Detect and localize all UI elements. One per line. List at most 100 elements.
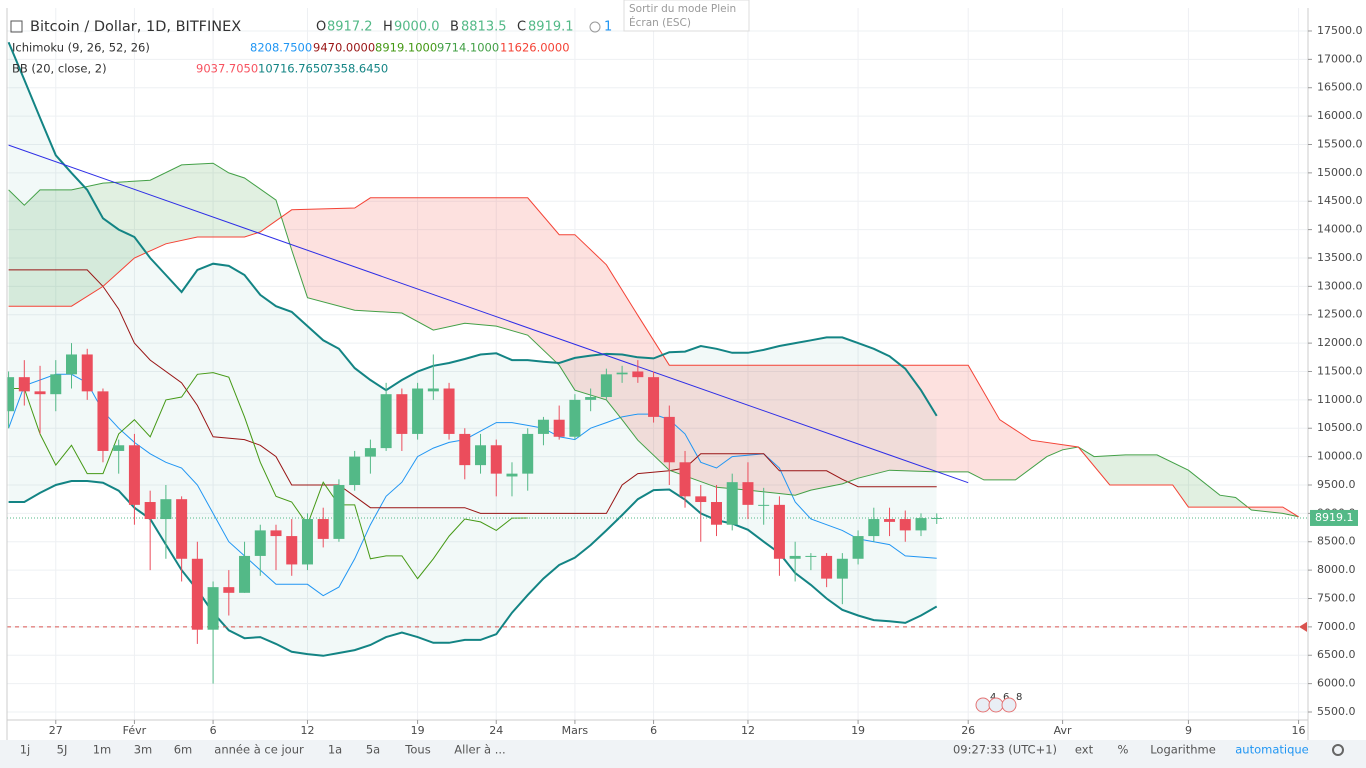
range-button[interactable]: 3m bbox=[134, 743, 153, 757]
indicator-label: BB (20, close, 2) bbox=[12, 62, 107, 76]
y-tick-label: 11000.0 bbox=[1317, 393, 1363, 406]
legend-icon[interactable] bbox=[10, 20, 23, 33]
event-count: 6 bbox=[1003, 692, 1009, 703]
candle-body bbox=[7, 377, 15, 412]
y-tick-label: 13000.0 bbox=[1317, 279, 1363, 292]
candle-body bbox=[396, 394, 408, 434]
ohlc-key: B bbox=[450, 20, 459, 35]
candle-body bbox=[475, 445, 487, 466]
candle-body bbox=[317, 519, 329, 539]
x-tick-label: 16 bbox=[1292, 724, 1306, 737]
indicator-line bbox=[8, 269, 937, 514]
scale-button[interactable]: automatique bbox=[1235, 743, 1309, 757]
candle-body bbox=[113, 445, 125, 451]
candle-body bbox=[931, 517, 943, 519]
indicator-line bbox=[7, 41, 938, 417]
range-button[interactable]: 5J bbox=[57, 743, 68, 757]
event-badge[interactable] bbox=[988, 697, 1004, 713]
scale-button[interactable]: % bbox=[1118, 743, 1129, 757]
cloud-up bbox=[8, 42, 937, 656]
event-badge[interactable] bbox=[975, 697, 991, 713]
range-button[interactable]: Aller à ... bbox=[454, 743, 505, 757]
y-tick-label: 17500.0 bbox=[1317, 24, 1363, 37]
scale-button[interactable]: Logarithme bbox=[1150, 743, 1216, 757]
candle-body bbox=[144, 502, 156, 520]
range-button[interactable]: Tous bbox=[404, 743, 430, 757]
indicator-value: 9470.0000 bbox=[313, 41, 375, 55]
range-button[interactable]: année à ce jour bbox=[214, 743, 304, 757]
last-price-box bbox=[1310, 509, 1358, 526]
candle-body bbox=[490, 445, 502, 474]
symbol-title: Bitcoin / Dollar, 1D, BITFINEX bbox=[30, 19, 241, 35]
last-price-label: 8919.1 bbox=[1315, 511, 1354, 524]
event-count: 8 bbox=[1016, 692, 1022, 703]
candle-body bbox=[915, 518, 927, 531]
candle-body bbox=[364, 448, 376, 457]
indicator-line bbox=[8, 162, 1299, 518]
indicator-value: 9714.1000 bbox=[437, 41, 499, 55]
ohlc-key: H bbox=[383, 20, 393, 35]
y-tick-label: 13500.0 bbox=[1317, 251, 1363, 264]
x-tick-label: 6 bbox=[650, 724, 657, 737]
candle-body bbox=[710, 502, 722, 525]
indicator-line bbox=[8, 372, 528, 580]
y-tick-label: 7000.0 bbox=[1317, 620, 1356, 633]
range-button[interactable]: 1m bbox=[93, 743, 112, 757]
cloud-down bbox=[8, 197, 1299, 517]
range-button[interactable]: 1a bbox=[328, 743, 342, 757]
x-tick-label: 12 bbox=[300, 724, 314, 737]
ohlc-value: 8919.1 bbox=[528, 20, 574, 35]
x-tick-label: 19 bbox=[411, 724, 425, 737]
x-tick-label: 26 bbox=[961, 724, 975, 737]
y-tick-label: 15500.0 bbox=[1317, 137, 1363, 150]
candle-body bbox=[412, 388, 424, 434]
candle-body bbox=[254, 530, 266, 556]
range-button[interactable]: 6m bbox=[174, 743, 193, 757]
indicator-value: 8208.7500 bbox=[250, 41, 312, 55]
settings-icon[interactable] bbox=[1332, 744, 1344, 756]
ohlc-value: 9000.0 bbox=[394, 20, 440, 35]
candle-body bbox=[128, 445, 140, 505]
range-button[interactable]: 5a bbox=[366, 743, 380, 757]
y-tick-label: 8000.0 bbox=[1317, 563, 1356, 576]
candle-body bbox=[758, 504, 770, 506]
y-tick-label: 6500.0 bbox=[1317, 648, 1356, 661]
indicator-value: 8919.1000 bbox=[375, 41, 437, 55]
candle-body bbox=[239, 555, 251, 593]
candle-body bbox=[522, 433, 534, 474]
candle-body bbox=[459, 433, 471, 466]
y-tick-label: 9500.0 bbox=[1317, 478, 1356, 491]
alert-icon[interactable] bbox=[589, 21, 601, 33]
ohlc-key: O bbox=[316, 20, 326, 35]
candle-body bbox=[97, 391, 109, 451]
candle-body bbox=[380, 394, 392, 449]
candle-body bbox=[160, 499, 172, 520]
event-badge[interactable] bbox=[1001, 697, 1017, 713]
candle-body bbox=[663, 416, 675, 463]
scale-button[interactable]: ext bbox=[1075, 743, 1094, 757]
y-tick-label: 8500.0 bbox=[1317, 535, 1356, 548]
candle-body bbox=[868, 519, 880, 537]
candle-body bbox=[899, 519, 911, 531]
indicator-value: 7358.6450 bbox=[326, 62, 388, 76]
y-tick-label: 11500.0 bbox=[1317, 364, 1363, 377]
range-button[interactable]: 1j bbox=[20, 743, 31, 757]
candle-body bbox=[569, 399, 581, 437]
y-tick-label: 17000.0 bbox=[1317, 52, 1363, 65]
tooltip-box bbox=[623, 0, 750, 32]
toolbar bbox=[0, 740, 1366, 768]
x-tick-label: 12 bbox=[741, 724, 755, 737]
candle-body bbox=[742, 482, 754, 505]
candle-body bbox=[427, 388, 439, 392]
y-tick-label: 14500.0 bbox=[1317, 194, 1363, 207]
candle-body bbox=[585, 397, 597, 400]
x-tick-label: Mars bbox=[562, 724, 589, 737]
tooltip-text: Écran (ESC) bbox=[629, 16, 691, 29]
candle-body bbox=[176, 499, 188, 559]
candle-body bbox=[50, 374, 62, 395]
ohlc-value: 8917.2 bbox=[327, 20, 373, 35]
indicator-line bbox=[8, 197, 1299, 518]
